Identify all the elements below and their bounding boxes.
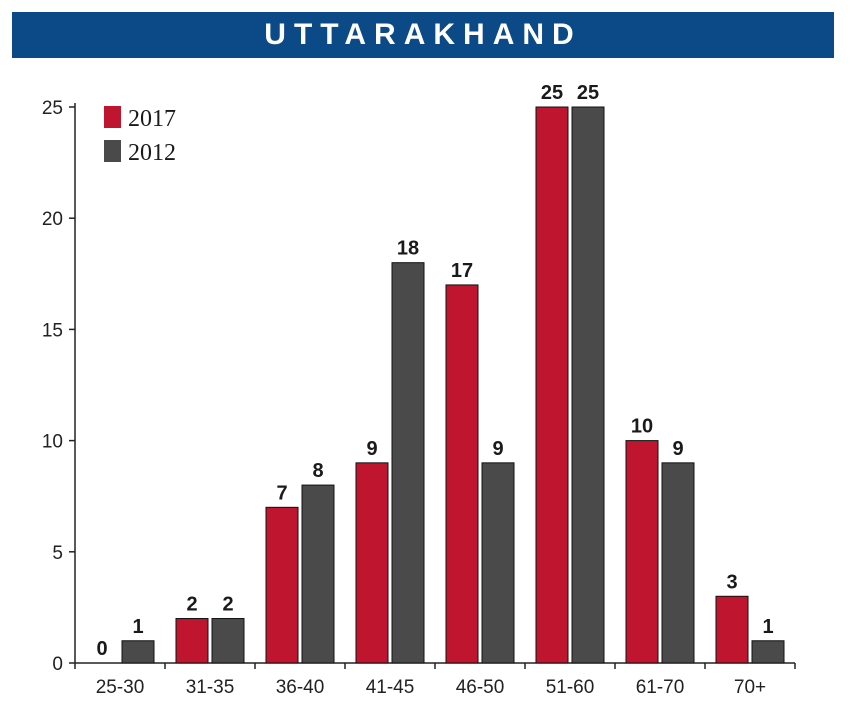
x-axis: 25-30 31-35 36-40 41-45 46-50 51-60 61-70 70+ <box>74 662 796 698</box>
x-tick-label: 70+ <box>734 677 766 698</box>
bar-2012-51-60 <box>571 106 605 664</box>
x-tick-label: 25-30 <box>96 677 145 698</box>
x-tick-label: 46-50 <box>456 677 505 698</box>
bar-2017-31-35 <box>175 618 209 664</box>
data-label-2017-41-45: 9 <box>366 438 377 460</box>
bar-2012-36-40 <box>301 484 335 664</box>
x-tick-label: 61-70 <box>636 677 685 698</box>
data-label-2012-61-70: 9 <box>672 438 683 460</box>
data-label-2012-51-60: 25 <box>577 82 599 104</box>
data-label-2012-25-30: 1 <box>132 616 143 638</box>
y-tick-label: 10 <box>42 432 63 453</box>
data-label-2012-36-40: 8 <box>312 460 323 482</box>
data-label-2017-61-70: 10 <box>631 416 653 438</box>
legend-label-2012: 2012 <box>128 140 176 166</box>
bar-2017-41-45 <box>355 462 389 664</box>
chart-title: UTTARAKHAND <box>264 18 582 51</box>
bar-2012-61-70 <box>661 462 695 664</box>
y-tick-label: 0 <box>52 654 63 675</box>
data-label-2012-41-45: 18 <box>397 238 419 260</box>
legend-swatch-2012 <box>104 140 121 162</box>
bar-2017-36-40 <box>265 506 299 664</box>
bar-2012-31-35 <box>211 618 245 664</box>
y-tick-label: 20 <box>42 209 63 230</box>
bars <box>121 106 785 664</box>
x-tick-label: 36-40 <box>276 677 325 698</box>
bar-2012-70+ <box>751 640 785 664</box>
x-tick-label: 31-35 <box>186 677 235 698</box>
data-label-2017-51-60: 25 <box>541 82 563 104</box>
x-tick-label: 41-45 <box>366 677 415 698</box>
data-label-2017-25-30: 0 <box>96 638 107 660</box>
data-label-2017-70+: 3 <box>726 571 737 593</box>
y-tick-label: 5 <box>52 543 63 564</box>
bar-2017-70+ <box>715 595 749 664</box>
legend: 2017 2012 <box>104 106 176 166</box>
y-axis: 0 5 10 15 20 25 <box>42 98 76 675</box>
data-label-2012-46-50: 9 <box>492 438 503 460</box>
data-label-2017-36-40: 7 <box>276 482 287 504</box>
x-tick-label: 51-60 <box>546 677 595 698</box>
bar-2012-41-45 <box>391 262 425 664</box>
data-labels: 0 1 2 2 7 8 9 18 17 9 25 25 10 9 3 1 <box>96 82 773 660</box>
data-label-2012-31-35: 2 <box>222 594 233 616</box>
y-tick-label: 15 <box>42 320 63 341</box>
bar-2017-46-50 <box>445 284 479 664</box>
bar-2017-61-70 <box>625 440 659 664</box>
data-label-2017-31-35: 2 <box>186 594 197 616</box>
legend-swatch-2017 <box>104 106 121 128</box>
data-label-2017-46-50: 17 <box>451 260 473 282</box>
legend-label-2017: 2017 <box>128 106 176 132</box>
y-tick-label: 25 <box>42 98 63 119</box>
data-label-2012-70+: 1 <box>762 616 773 638</box>
title-banner: UTTARAKHAND <box>12 12 834 58</box>
bar-2012-25-30 <box>121 640 155 664</box>
bar-2017-51-60 <box>535 106 569 664</box>
bar-2012-46-50 <box>481 462 515 664</box>
